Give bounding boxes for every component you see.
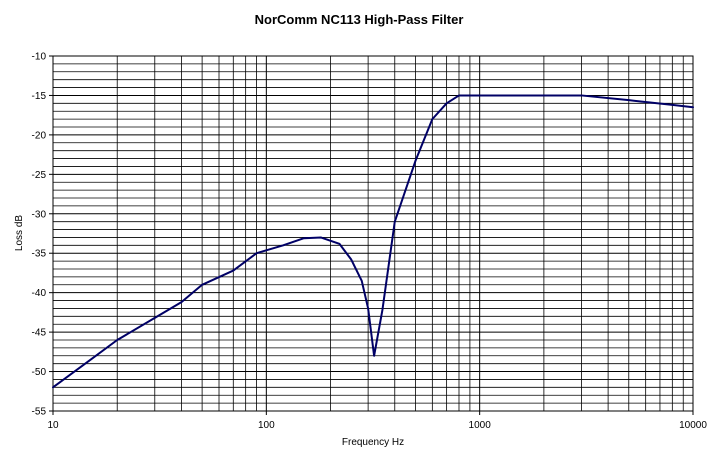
y-tick-label: -10 — [32, 52, 47, 63]
y-axis-title: Loss dB — [14, 215, 25, 251]
x-tick-label: 10 — [47, 420, 59, 431]
plot-area-frame — [52, 55, 694, 412]
y-tick-label: -15 — [32, 91, 47, 102]
grid-lines — [52, 55, 693, 412]
y-tick-label: -50 — [32, 367, 47, 378]
y-tick-label: -35 — [32, 249, 47, 260]
y-tick-label: -30 — [32, 209, 47, 220]
series-line-0 — [52, 94, 694, 389]
y-tick-label: -55 — [32, 407, 47, 418]
y-axis-ticks: -10 -15 -20 -25 -30 -35 -40 -45 -50 -55 — [32, 52, 53, 418]
y-tick-label: -40 — [32, 288, 47, 299]
x-tick-label: 100 — [258, 420, 275, 431]
series-group — [52, 94, 694, 389]
chart-title: NorComm NC113 High-Pass Filter — [255, 12, 464, 27]
y-tick-label: -45 — [32, 328, 47, 339]
x-tick-label: 10000 — [679, 420, 707, 431]
y-tick-label: -20 — [32, 130, 47, 141]
y-tick-label: -25 — [32, 170, 47, 181]
x-tick-label: 1000 — [469, 420, 492, 431]
x-axis-title: Frequency Hz — [342, 437, 404, 448]
x-axis-ticks: 10 100 1000 10000 — [47, 411, 707, 431]
